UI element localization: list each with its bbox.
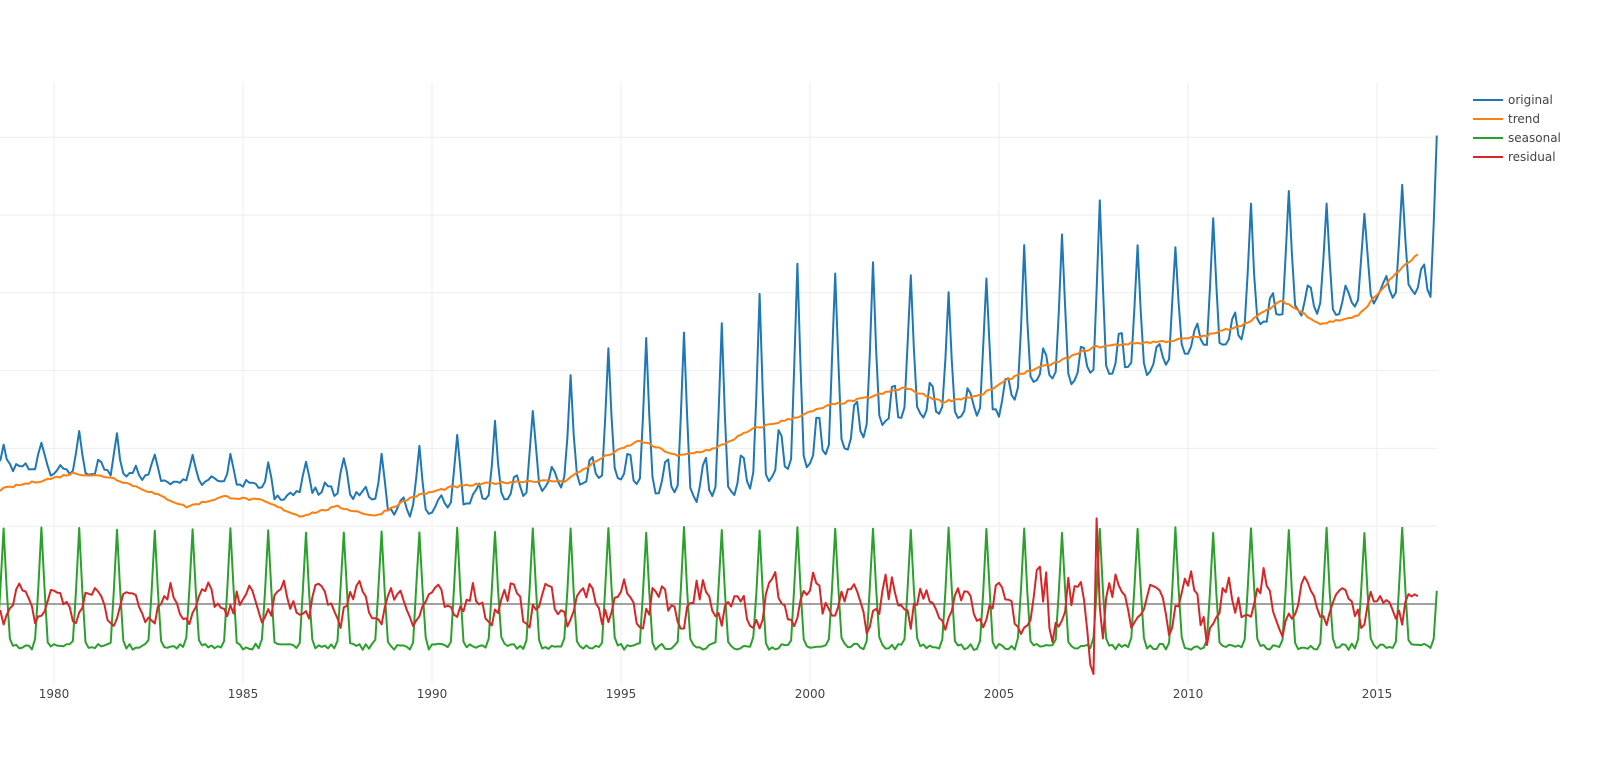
- x-tick-label: 2005: [984, 687, 1015, 701]
- series-residual-line: [0, 517, 1419, 675]
- x-tick-label: 1990: [417, 687, 448, 701]
- legend-item-original[interactable]: original: [1473, 93, 1553, 107]
- series-trend-line: [0, 253, 1419, 518]
- legend-label: seasonal: [1508, 131, 1561, 145]
- legend-label: residual: [1508, 150, 1556, 164]
- x-tick-label: 1980: [39, 687, 70, 701]
- x-tick-label: 2015: [1362, 687, 1393, 701]
- series-original-line: [0, 135, 1438, 518]
- legend: original trend seasonal residual: [1473, 93, 1561, 164]
- legend-label: original: [1508, 93, 1553, 107]
- x-tick-label: 1985: [228, 687, 259, 701]
- legend-item-residual[interactable]: residual: [1473, 150, 1556, 164]
- x-tick-label: 2010: [1173, 687, 1204, 701]
- x-tick-label: 1995: [606, 687, 637, 701]
- legend-item-trend[interactable]: trend: [1473, 112, 1540, 126]
- series-seasonal-line: [0, 526, 1438, 651]
- x-axis-ticks: 1980 1985 1990 1995 2000 2005 2010 2015: [39, 687, 1393, 701]
- x-tick-label: 2000: [795, 687, 826, 701]
- legend-label: trend: [1508, 112, 1540, 126]
- series-layer: [0, 135, 1438, 675]
- legend-item-seasonal[interactable]: seasonal: [1473, 131, 1561, 145]
